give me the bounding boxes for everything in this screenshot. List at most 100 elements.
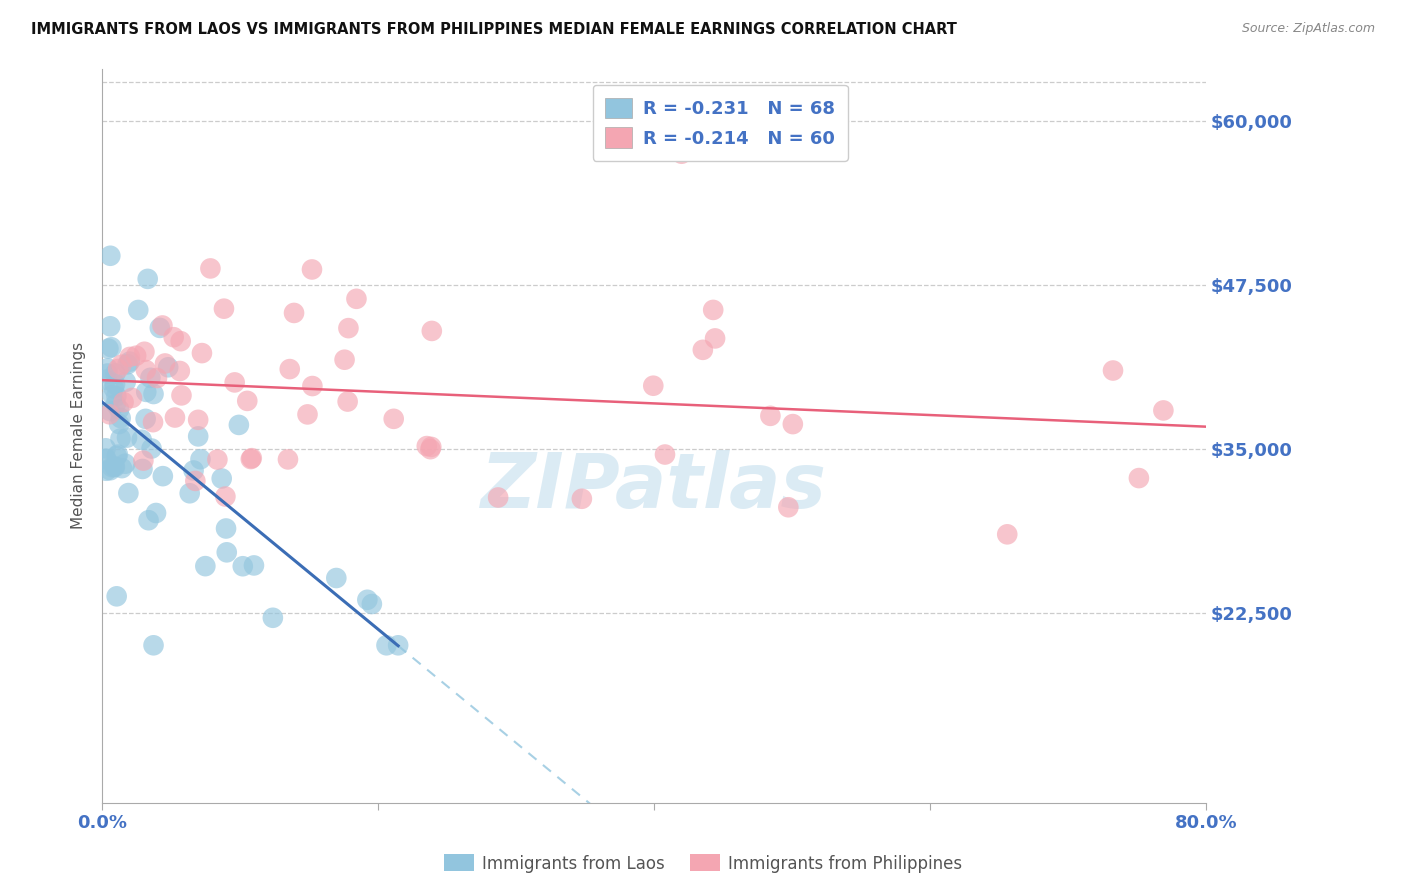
Point bbox=[121, 391, 143, 405]
Point bbox=[759, 409, 782, 423]
Point bbox=[96, 464, 118, 478]
Point bbox=[108, 417, 131, 431]
Point bbox=[187, 429, 209, 443]
Point bbox=[131, 462, 153, 476]
Point bbox=[297, 408, 319, 422]
Point bbox=[382, 412, 405, 426]
Point bbox=[215, 545, 238, 559]
Point bbox=[782, 417, 804, 431]
Point bbox=[94, 373, 117, 387]
Point bbox=[337, 321, 360, 335]
Point bbox=[387, 638, 409, 652]
Point bbox=[107, 448, 129, 462]
Point bbox=[654, 448, 676, 462]
Point bbox=[98, 249, 121, 263]
Point bbox=[108, 402, 131, 417]
Point bbox=[420, 440, 443, 454]
Point bbox=[179, 486, 201, 500]
Point bbox=[419, 442, 441, 457]
Point bbox=[571, 491, 593, 506]
Point bbox=[232, 559, 254, 574]
Point bbox=[114, 375, 136, 389]
Point bbox=[243, 558, 266, 573]
Point bbox=[704, 331, 727, 345]
Point bbox=[283, 306, 305, 320]
Point bbox=[104, 367, 127, 381]
Point bbox=[1128, 471, 1150, 485]
Point bbox=[125, 349, 148, 363]
Point bbox=[97, 342, 120, 356]
Point bbox=[278, 362, 301, 376]
Point bbox=[104, 460, 127, 475]
Point bbox=[170, 388, 193, 402]
Point bbox=[115, 431, 138, 445]
Point bbox=[94, 451, 117, 466]
Point bbox=[187, 413, 209, 427]
Point bbox=[1152, 403, 1174, 417]
Point bbox=[277, 452, 299, 467]
Text: IMMIGRANTS FROM LAOS VS IMMIGRANTS FROM PHILIPPINES MEDIAN FEMALE EARNINGS CORRE: IMMIGRANTS FROM LAOS VS IMMIGRANTS FROM … bbox=[31, 22, 957, 37]
Point bbox=[117, 357, 139, 371]
Point bbox=[692, 343, 714, 357]
Legend: Immigrants from Laos, Immigrants from Philippines: Immigrants from Laos, Immigrants from Ph… bbox=[437, 847, 969, 880]
Point bbox=[702, 302, 724, 317]
Point bbox=[301, 262, 323, 277]
Point bbox=[98, 404, 121, 418]
Point bbox=[135, 412, 157, 426]
Point bbox=[346, 292, 368, 306]
Point bbox=[110, 411, 132, 425]
Point bbox=[105, 389, 128, 403]
Point bbox=[142, 638, 165, 652]
Point bbox=[211, 471, 233, 485]
Point bbox=[375, 638, 398, 652]
Point bbox=[104, 377, 127, 392]
Point bbox=[152, 318, 174, 333]
Point bbox=[215, 521, 238, 535]
Point bbox=[224, 376, 246, 390]
Point bbox=[416, 439, 439, 453]
Point bbox=[200, 261, 222, 276]
Point bbox=[100, 340, 122, 354]
Point bbox=[194, 559, 217, 574]
Point bbox=[136, 272, 159, 286]
Point bbox=[420, 324, 443, 338]
Point bbox=[98, 407, 121, 421]
Point bbox=[356, 592, 378, 607]
Point bbox=[135, 384, 157, 399]
Point bbox=[1102, 363, 1125, 377]
Point bbox=[117, 486, 139, 500]
Point bbox=[139, 371, 162, 385]
Point bbox=[152, 469, 174, 483]
Point bbox=[360, 597, 382, 611]
Point bbox=[111, 461, 134, 475]
Point bbox=[103, 381, 125, 395]
Point bbox=[183, 463, 205, 477]
Point bbox=[169, 364, 191, 378]
Point bbox=[127, 303, 149, 318]
Point bbox=[101, 460, 124, 475]
Point bbox=[118, 354, 141, 368]
Point bbox=[142, 415, 165, 429]
Point bbox=[191, 346, 214, 360]
Point bbox=[105, 449, 128, 463]
Point bbox=[135, 363, 157, 377]
Point bbox=[104, 397, 127, 411]
Point bbox=[184, 474, 207, 488]
Text: Source: ZipAtlas.com: Source: ZipAtlas.com bbox=[1241, 22, 1375, 36]
Point bbox=[671, 146, 693, 161]
Point bbox=[212, 301, 235, 316]
Point bbox=[101, 388, 124, 402]
Point bbox=[163, 330, 186, 344]
Point bbox=[110, 432, 132, 446]
Point bbox=[138, 513, 160, 527]
Point bbox=[239, 452, 262, 467]
Point bbox=[98, 463, 121, 477]
Point bbox=[153, 356, 176, 370]
Legend: R = -0.231   N = 68, R = -0.214   N = 60: R = -0.231 N = 68, R = -0.214 N = 60 bbox=[593, 85, 848, 161]
Point bbox=[131, 433, 153, 447]
Point bbox=[333, 352, 356, 367]
Point bbox=[163, 410, 186, 425]
Point bbox=[325, 571, 347, 585]
Point bbox=[142, 387, 165, 401]
Point bbox=[778, 500, 800, 515]
